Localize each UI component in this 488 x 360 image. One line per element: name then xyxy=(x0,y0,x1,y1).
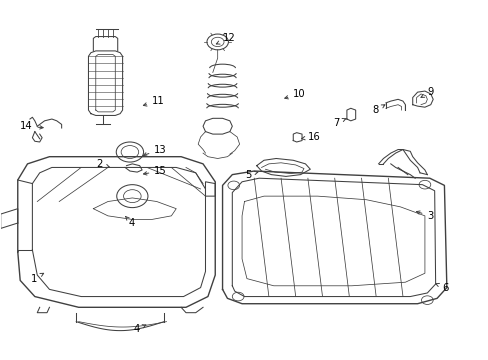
Text: 1: 1 xyxy=(31,273,43,284)
Text: 2: 2 xyxy=(97,159,109,169)
Text: 8: 8 xyxy=(371,105,384,115)
Text: 16: 16 xyxy=(301,132,320,142)
Text: 15: 15 xyxy=(143,166,167,176)
Text: 5: 5 xyxy=(245,170,257,180)
Text: 14: 14 xyxy=(20,121,43,131)
Text: 10: 10 xyxy=(284,89,305,99)
Text: 4: 4 xyxy=(133,324,145,334)
Text: 12: 12 xyxy=(216,33,235,44)
Text: 4: 4 xyxy=(125,216,135,228)
Text: 11: 11 xyxy=(143,96,164,106)
Text: 6: 6 xyxy=(435,283,447,293)
Text: 3: 3 xyxy=(416,211,433,221)
Text: 9: 9 xyxy=(420,87,433,98)
Text: 7: 7 xyxy=(332,118,345,128)
Text: 13: 13 xyxy=(143,144,166,156)
